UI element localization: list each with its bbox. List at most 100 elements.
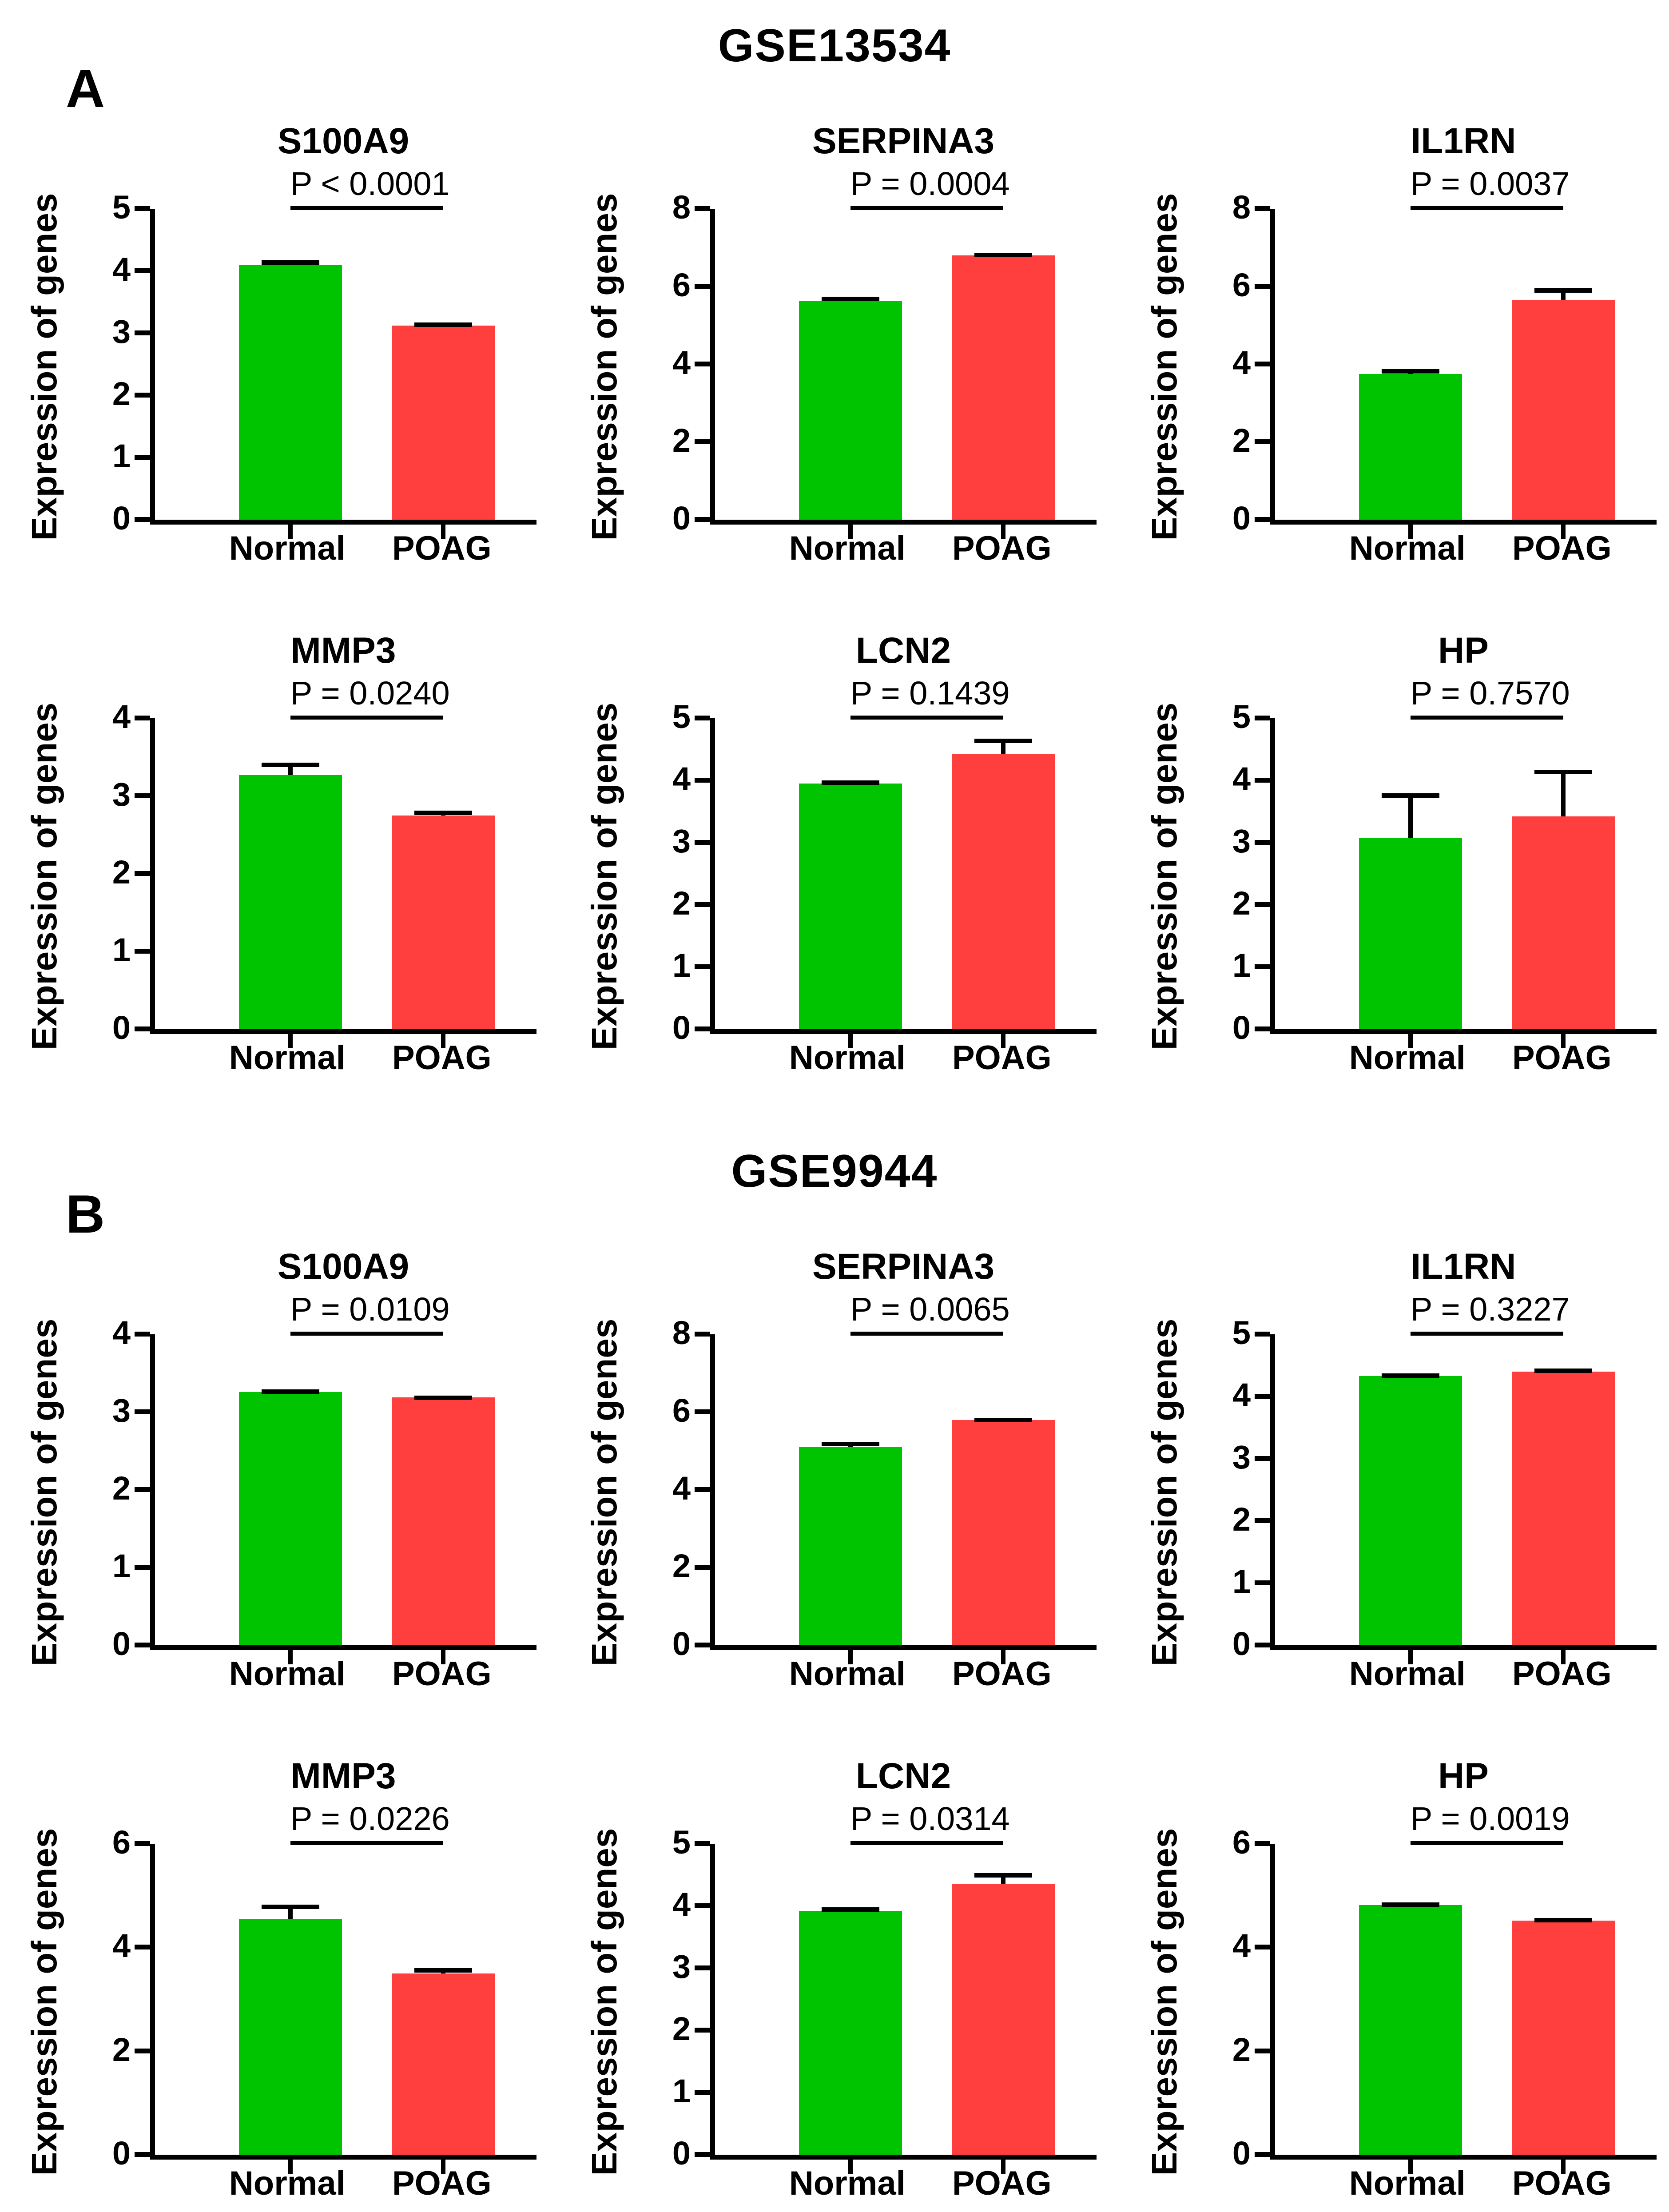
y-tick <box>135 2048 150 2053</box>
chart-hp-b: HP Expression of genes 0 2 4 6 P = 0.0019 Norma… <box>1133 1755 1657 2212</box>
y-tick-label: 0 <box>672 1009 691 1046</box>
x-label-poag: POAG <box>1512 2164 1612 2202</box>
p-value-label: P = 0.0037 <box>1410 165 1570 202</box>
x-tick-normal <box>1408 1034 1413 1048</box>
y-axis-label: Expression of genes <box>1144 1828 1184 2176</box>
y-tick-label: 0 <box>1232 1009 1251 1046</box>
x-label-normal: Normal <box>789 1655 906 1693</box>
plot-box: 0 2 4 6 P = 0.0019 <box>1232 1801 1657 2174</box>
error-bar-cap-normal <box>1381 1902 1439 1907</box>
p-value-label: P = 0.1439 <box>850 675 1010 712</box>
error-bar-whisker-poag <box>1561 770 1566 817</box>
x-axis-labels: Normal POAG <box>1270 529 1657 577</box>
error-bar-cap-poag <box>974 1418 1032 1423</box>
y-tick-label: 4 <box>672 1470 691 1507</box>
y-tick-label: 1 <box>672 2073 691 2109</box>
x-axis-labels: Normal POAG <box>150 529 536 577</box>
gene-title: MMP3 <box>290 630 396 671</box>
x-axis-labels: Normal POAG <box>1270 1038 1657 1086</box>
significance-annotation: P = 0.0226 <box>290 1801 450 1845</box>
error-bar-cap-poag <box>1534 288 1592 293</box>
plot-box: 0 2 4 6 8 P = 0.0065 <box>672 1292 1097 1664</box>
chart-lcn2-a: LCN2 Expression of genes 0 1 2 3 4 5 P = 0.1439 N… <box>572 629 1097 1086</box>
y-axis-label: Expression of genes <box>24 702 64 1050</box>
p-value-label: P = 0.7570 <box>1410 675 1570 712</box>
significance-line <box>290 206 443 210</box>
y-tick-label: 1 <box>112 1548 131 1584</box>
y-tick-label: 1 <box>1232 947 1251 984</box>
p-value-label: P = 0.0240 <box>290 675 450 712</box>
y-tick-label: 0 <box>672 2135 691 2172</box>
y-tick <box>1255 1841 1270 1846</box>
x-label-normal: Normal <box>1349 529 1466 567</box>
y-tick <box>1255 2152 1270 2157</box>
gene-title: HP <box>1438 630 1489 671</box>
y-tick-label: 0 <box>1232 2135 1251 2172</box>
bar-poag <box>391 815 495 1029</box>
y-tick-label: 2 <box>672 885 691 922</box>
y-tick <box>695 1565 710 1570</box>
y-tick <box>695 840 710 845</box>
y-tick-label: 4 <box>672 760 691 797</box>
gene-title: IL1RN <box>1411 1246 1516 1287</box>
error-bar-cap-poag <box>1534 1369 1592 1373</box>
significance-annotation: P = 0.0314 <box>850 1801 1010 1845</box>
y-tick-label: 8 <box>672 189 691 226</box>
plot-area: Expression of genes 0 2 4 6 8 P = 0.0004 <box>584 166 1097 541</box>
y-tick <box>695 964 710 969</box>
panel-b-header: B GSE9944 <box>12 1139 1657 1241</box>
dataset-title-gse9944: GSE9944 <box>731 1146 938 1197</box>
x-tick-poag <box>1001 1034 1005 1048</box>
x-label-poag: POAG <box>952 1655 1052 1693</box>
y-tick-label: 2 <box>672 1548 691 1584</box>
y-tick <box>695 1643 710 1647</box>
x-tick-normal <box>848 1034 853 1048</box>
y-tick <box>135 793 150 798</box>
gene-title: HP <box>1438 1756 1489 1796</box>
y-tick-label: 3 <box>672 823 691 859</box>
bar-poag <box>951 255 1055 520</box>
x-axis-labels: Normal POAG <box>150 1655 536 1703</box>
y-tick <box>695 902 710 907</box>
significance-annotation: P < 0.0001 <box>290 165 450 210</box>
x-label-normal: Normal <box>789 529 906 567</box>
y-axis-label: Expression of genes <box>24 1318 64 1666</box>
x-tick-normal <box>288 1034 293 1048</box>
p-value-label: P = 0.0004 <box>850 165 1010 202</box>
significance-annotation: P = 0.0004 <box>850 165 1010 210</box>
y-tick <box>695 1409 710 1414</box>
y-tick-label: 3 <box>112 776 131 813</box>
y-tick-label: 6 <box>1232 1824 1251 1861</box>
bar-normal <box>1359 1376 1462 1645</box>
y-tick <box>135 455 150 460</box>
y-axis-label: Expression of genes <box>24 1828 64 2176</box>
y-tick-label: 0 <box>112 1009 131 1046</box>
bar-normal <box>1359 374 1462 520</box>
y-tick <box>135 1487 150 1492</box>
y-tick <box>695 2028 710 2033</box>
bar-poag <box>1511 816 1615 1029</box>
y-tick-label: 0 <box>672 1625 691 1662</box>
significance-annotation: P = 0.0065 <box>850 1292 1010 1336</box>
error-bar-cap-normal <box>821 296 879 301</box>
error-bar-whisker-normal <box>288 1904 293 1919</box>
x-tick-poag <box>1561 1034 1566 1048</box>
gene-title: LCN2 <box>855 630 951 671</box>
y-axis-label: Expression of genes <box>24 193 64 541</box>
x-tick-poag <box>1561 525 1566 539</box>
y-tick <box>1255 1518 1270 1523</box>
y-tick <box>135 1332 150 1337</box>
x-axis-labels: Normal POAG <box>710 1655 1097 1703</box>
p-value-label: P = 0.0019 <box>1410 1800 1570 1837</box>
x-axis-labels: Normal POAG <box>710 529 1097 577</box>
plot-area: Expression of genes 0 1 2 3 4 P = 0.0240 <box>24 676 536 1050</box>
bar-normal <box>1359 838 1462 1029</box>
bar-normal <box>1359 1905 1462 2155</box>
p-value-label: P < 0.0001 <box>290 165 450 202</box>
plot-area: Expression of genes 0 2 4 6 P = 0.0019 <box>1144 1801 1657 2176</box>
significance-annotation: P = 0.0019 <box>1410 1800 1570 1845</box>
y-tick <box>1255 716 1270 720</box>
significance-line <box>1410 716 1563 720</box>
y-tick <box>695 716 710 720</box>
y-tick-label: 4 <box>112 251 131 288</box>
